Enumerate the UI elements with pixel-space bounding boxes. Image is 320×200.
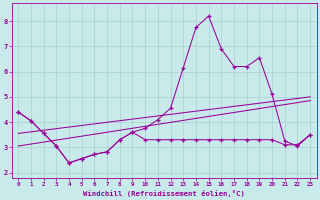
X-axis label: Windchill (Refroidissement éolien,°C): Windchill (Refroidissement éolien,°C) <box>83 190 245 197</box>
